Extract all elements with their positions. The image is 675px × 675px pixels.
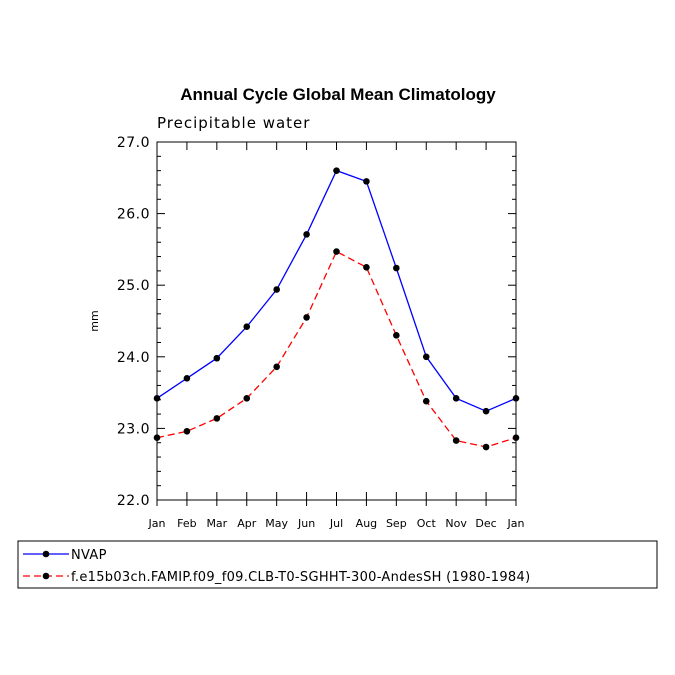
series-2-point [512,434,520,442]
series-1-point [452,395,460,402]
series-2-point [153,434,161,442]
series-1-point [333,167,340,174]
x-tick-label: Oct [417,517,437,530]
chart-title: Annual Cycle Global Mean Climatology [180,85,496,104]
series-1-point [303,231,310,238]
y-tick-label: 26.0 [117,207,150,223]
x-tick-label: Jun [297,517,315,530]
legend-label-2: f.e15b03ch.FAMIP.f09_f09.CLB-T0-SGHHT-30… [71,570,530,585]
series-2-point [422,397,430,405]
series-2-point [273,363,280,371]
x-tick-label: Sep [386,517,407,530]
x-axis: Jan Feb Mar Apr May Jun Jul Aug Sep Oct Nov Dec Jan [148,142,525,530]
y-tick-label: 24.0 [117,350,150,366]
series-1-point [363,178,370,185]
x-tick-label: Jan [148,517,166,530]
series-1-point [273,286,280,293]
y-tick-label: 22.0 [117,493,150,509]
series-2-point [482,443,490,451]
x-tick-label: Apr [237,517,257,530]
series-2-point [183,427,191,435]
series-line-1 [156,169,517,412]
y-tick-label: 23.0 [117,421,150,437]
series-2-point [333,248,340,255]
x-tick-label: Jan [507,517,525,530]
legend-box [17,540,658,589]
series-layer [153,167,520,451]
series-2-point [303,314,310,321]
series-1-point [393,264,400,272]
series-2-point [213,415,221,422]
series-2-point [243,395,251,402]
x-tick-label: Mar [206,517,227,530]
series-2-point [452,437,460,444]
y-tick-label: 25.0 [117,278,150,294]
series-1-point [243,323,251,331]
series-1-point [422,353,430,361]
x-tick-label: May [265,517,288,530]
series-1-point [482,407,490,415]
legend-label-1: NVAP [71,548,107,563]
x-tick-label: Feb [177,517,196,530]
series-1-point [512,395,520,402]
x-tick-label: Nov [445,517,467,530]
legend: NVAP f.e15b03ch.FAMIP.f09_f09.CLB-T0-SGHH… [23,548,530,585]
series-1-point [213,354,221,362]
plot-frame [156,141,517,501]
x-tick-label: Jul [329,517,343,530]
y-tick-label: 27.0 [117,135,150,151]
y-axis: 22.0 23.0 24.0 25.0 26.0 27.0 [117,135,516,509]
y-axis-label: mm [88,310,101,331]
series-line-2 [156,250,517,448]
legend-marker-2 [42,572,50,580]
legend-marker-1 [42,550,50,558]
series-1-point [153,395,161,402]
series-2-point [393,332,400,339]
series-2-point [363,264,370,271]
x-tick-label: Dec [475,517,496,530]
chart-subtitle: Precipitable water [157,114,310,132]
x-tick-label: Aug [356,517,377,530]
series-1-point [183,374,191,382]
